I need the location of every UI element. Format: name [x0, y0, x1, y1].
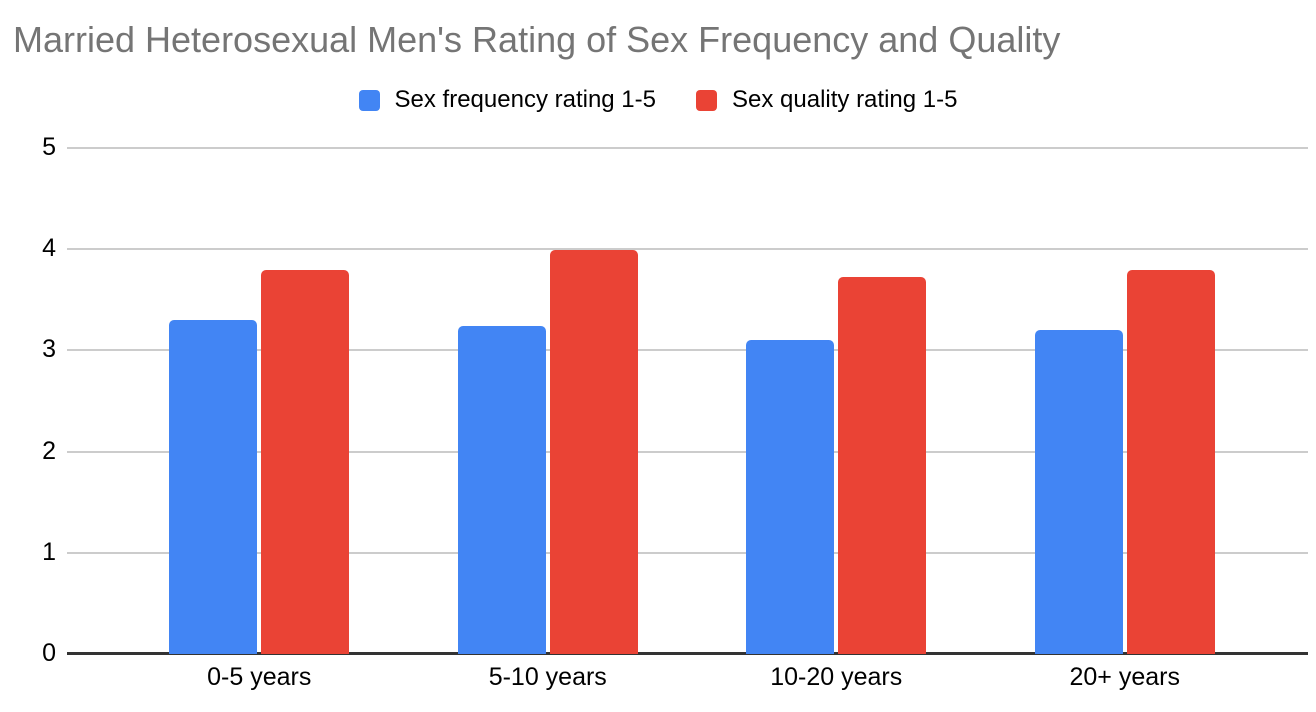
- bar-group-0-5-years: [115, 148, 404, 654]
- legend-item-sex-quality: Sex quality rating 1-5: [696, 86, 957, 114]
- gridline-3: [67, 349, 1308, 352]
- gridline-1: [67, 551, 1308, 554]
- y-axis-tick-label-0: 0: [42, 639, 56, 667]
- bar-group-5-10-years: [404, 148, 693, 654]
- y-axis-tick-label-5: 5: [42, 133, 56, 161]
- y-axis-tick-label-1: 1: [42, 537, 56, 566]
- x-axis-tick-label-20-years: 20+ years: [1069, 663, 1181, 691]
- bar-sex-frequency-rating-1-5-5-10-years: [457, 326, 546, 654]
- bar-group-10-20-years: [692, 148, 981, 654]
- bar-sex-frequency-rating-1-5-0-5-years: [169, 320, 258, 654]
- plot-area: [67, 147, 1308, 655]
- x-axis-tick-label-10-20-years: 10-20 years: [770, 663, 903, 691]
- bar-sex-frequency-rating-1-5-20-years: [1034, 330, 1123, 654]
- x-axis-tick-label-0-5-years: 0-5 years: [207, 663, 312, 691]
- bar-sex-quality-rating-1-5-5-10-years: [549, 250, 638, 654]
- y-axis-tick-label-4: 4: [42, 234, 56, 263]
- legend-item-sex-frequency: Sex frequency rating 1-5: [358, 86, 656, 114]
- chart-title: Married Heterosexual Men's Rating of Sex…: [13, 19, 1061, 60]
- legend-label-quality: Sex quality rating 1-5: [732, 86, 958, 113]
- gridline-4: [67, 248, 1308, 251]
- bar-sex-frequency-rating-1-5-10-20-years: [746, 340, 835, 654]
- bar-sex-quality-rating-1-5-10-20-years: [838, 276, 927, 654]
- bar-sex-quality-rating-1-5-0-5-years: [261, 270, 350, 654]
- y-axis-tick-label-3: 3: [42, 335, 56, 364]
- y-axis-tick-label-2: 2: [42, 436, 56, 465]
- gridline-5: [67, 147, 1308, 149]
- legend-swatch-frequency-icon: [358, 89, 380, 111]
- x-axis-tick-label-5-10-years: 5-10 years: [488, 663, 607, 691]
- bar-group-20-years: [981, 148, 1270, 654]
- gridline-2: [67, 450, 1308, 453]
- bar-groups: [115, 148, 1269, 654]
- legend-swatch-quality-icon: [696, 89, 717, 111]
- bar-sex-quality-rating-1-5-20-years: [1126, 270, 1215, 654]
- x-axis-labels: 0-5 years 5-10 years 10-20 years 20+ years: [115, 663, 1269, 692]
- x-axis-line: [67, 652, 1308, 655]
- legend-label-frequency: Sex frequency rating 1-5: [394, 86, 656, 113]
- legend: Sex frequency rating 1-5 Sex quality rat…: [0, 86, 1316, 114]
